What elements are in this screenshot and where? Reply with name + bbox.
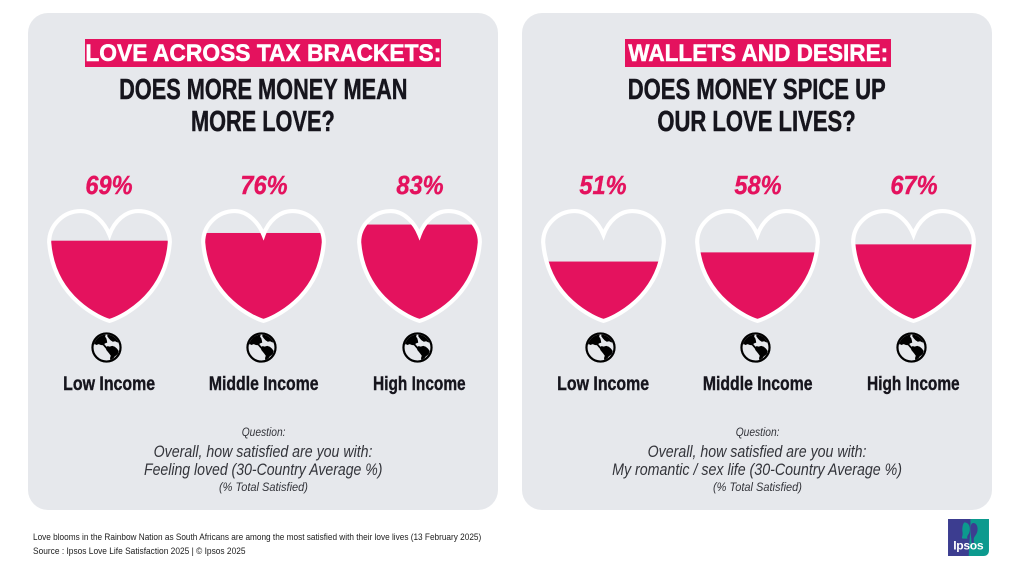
svg-text:Ipsos: Ipsos (953, 538, 984, 552)
